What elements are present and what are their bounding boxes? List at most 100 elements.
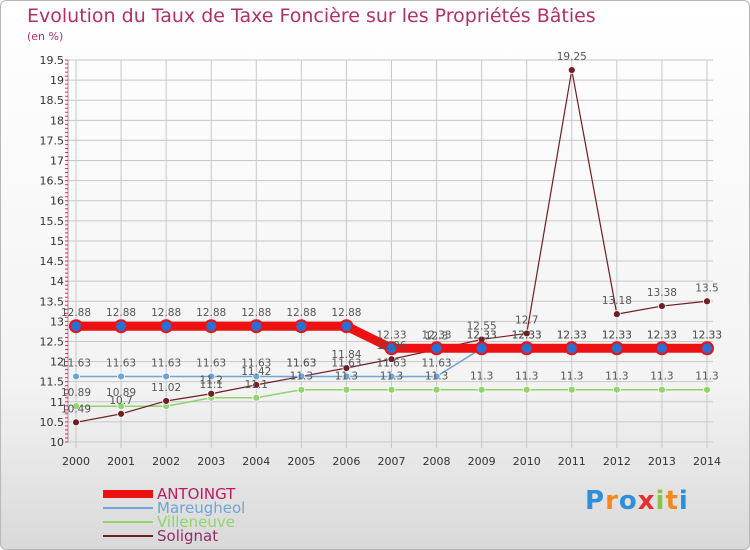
x-tick-label: 2014 — [693, 455, 721, 468]
data-label: 11.63 — [286, 357, 316, 369]
data-point — [384, 341, 399, 356]
legend: ANTOINGT Mareugheol Villeneuve Solignat — [103, 485, 363, 545]
chart-title: Evolution du Taux de Taxe Foncière sur l… — [27, 5, 596, 27]
data-point — [522, 329, 531, 338]
data-label: 11.63 — [286, 357, 316, 369]
data-point — [342, 385, 351, 394]
y-tick-label: 13 — [50, 315, 64, 328]
y-tick-label: 11 — [50, 396, 64, 409]
x-tick-label: 2000 — [62, 455, 90, 468]
data-point — [612, 310, 621, 319]
data-label: 11.3 — [290, 371, 313, 383]
brand-letter: x — [637, 486, 656, 516]
legend-swatch — [103, 521, 153, 523]
brand-letter: r — [605, 486, 619, 516]
data-label: 12.88 — [106, 307, 136, 319]
data-point — [117, 372, 125, 381]
x-tick-label: 2009 — [468, 455, 496, 468]
y-tick-label: 11.5 — [40, 376, 65, 389]
brand-letter: o — [618, 486, 638, 516]
legend-item: ANTOINGT — [103, 485, 363, 503]
data-point — [612, 385, 621, 394]
legend-swatch — [103, 490, 153, 498]
data-label: 11.1 — [245, 379, 268, 391]
data-point — [252, 372, 261, 381]
data-label: 11.63 — [61, 357, 91, 369]
data-point — [703, 385, 711, 394]
brand-letter: t — [665, 486, 679, 516]
data-label-layer: 12.88 12.88 12.88 12.88 12.88 12.88 12.88 12.33… — [61, 51, 722, 415]
data-label: 11.63 — [106, 357, 136, 369]
data-label: 12.88 — [286, 307, 316, 319]
data-point — [72, 372, 80, 381]
brand-letter: i — [678, 486, 689, 516]
x-tick-label: 2010 — [513, 455, 541, 468]
data-point — [72, 418, 80, 427]
data-point — [117, 402, 125, 411]
legend-label: Solignat — [157, 527, 219, 545]
data-label: 12.7 — [515, 314, 538, 326]
data-label: 10.49 — [61, 403, 91, 415]
y-tick-label: 12.5 — [40, 335, 65, 348]
data-label: 12.88 — [151, 307, 181, 319]
data-point — [703, 297, 711, 306]
data-point — [252, 381, 261, 389]
data-point — [387, 355, 396, 364]
data-point — [252, 393, 261, 402]
legend-swatch — [103, 535, 153, 537]
data-label: 11.63 — [241, 357, 271, 369]
data-label: 12.33 — [557, 329, 587, 341]
legend-item: Mareugheol — [103, 499, 363, 517]
data-label: 12.33 — [512, 329, 542, 341]
y-tick-label: 13.5 — [40, 295, 65, 308]
data-point — [297, 385, 306, 394]
data-point — [204, 319, 219, 334]
data-point — [609, 341, 624, 356]
data-point — [658, 302, 666, 310]
data-label: 12.33 — [557, 329, 587, 341]
grid-layer — [68, 59, 713, 448]
data-label: 12.33 — [422, 329, 452, 341]
data-label: 12.33 — [467, 329, 497, 341]
y-tick-label: 18.5 — [40, 94, 65, 107]
data-label: 11.84 — [331, 349, 361, 361]
data-point — [297, 372, 306, 381]
data-point — [342, 372, 351, 381]
legend-label: Villeneuve — [157, 513, 236, 531]
x-tick-label: 2005 — [287, 455, 315, 468]
data-point — [114, 319, 129, 334]
data-label: 12.33 — [692, 329, 722, 341]
data-point — [249, 319, 264, 334]
data-point — [567, 66, 576, 74]
x-tick-label: 2008 — [423, 455, 451, 468]
data-point — [429, 341, 444, 356]
y-tick-label: 17.5 — [40, 134, 65, 147]
data-label: 10.89 — [106, 387, 136, 399]
data-point — [162, 372, 171, 381]
data-label: 12.33 — [647, 329, 677, 341]
data-label: 12.88 — [61, 307, 91, 319]
data-label: 12.33 — [647, 329, 677, 341]
data-label: 11.3 — [425, 371, 448, 383]
data-point — [387, 385, 396, 394]
series-layer — [69, 66, 714, 427]
data-label: 12.33 — [512, 329, 542, 341]
y-tick-label: 10 — [50, 436, 64, 449]
x-tick-label: 2004 — [242, 455, 270, 468]
x-tick-label: 2013 — [648, 455, 676, 468]
data-label: 11.63 — [422, 357, 452, 369]
y-tick-label: 19 — [50, 74, 64, 87]
data-label: 12.33 — [467, 329, 497, 341]
data-label: 11.3 — [470, 371, 493, 383]
data-label: 11.3 — [605, 371, 628, 383]
data-label: 11.42 — [241, 366, 271, 378]
data-point — [387, 372, 396, 381]
data-label: 12.33 — [602, 329, 632, 341]
data-label: 11.63 — [376, 357, 406, 369]
data-label: 12.88 — [196, 307, 226, 319]
data-label: 12.88 — [241, 307, 271, 319]
data-label: 12.33 — [376, 329, 406, 341]
data-label: 13.38 — [647, 287, 677, 299]
data-label: 11.02 — [151, 382, 181, 394]
